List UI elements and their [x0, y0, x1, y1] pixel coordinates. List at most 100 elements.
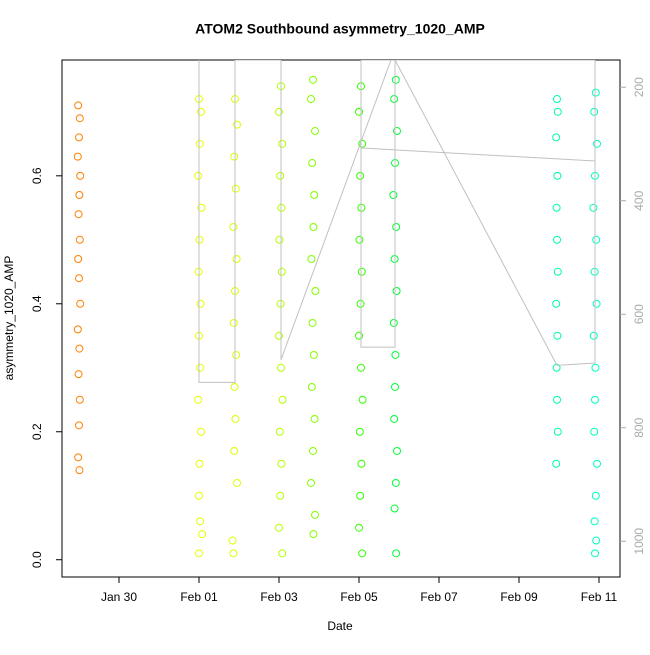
point: [390, 504, 399, 513]
point: [358, 395, 367, 404]
point: [356, 171, 365, 180]
point: [228, 536, 237, 545]
point: [391, 382, 399, 391]
point: [358, 549, 367, 558]
point: [198, 530, 207, 539]
point: [308, 159, 317, 168]
point: [195, 139, 204, 148]
point: [230, 446, 239, 455]
point: [194, 395, 203, 404]
point: [232, 350, 241, 359]
point: [390, 95, 399, 104]
point: [357, 459, 366, 468]
y2-tick-label: 600: [632, 304, 646, 324]
point: [593, 459, 601, 468]
point: [229, 549, 238, 558]
point: [195, 491, 203, 500]
x-tick-label: Feb 07: [420, 590, 458, 604]
point: [232, 254, 241, 263]
point: [75, 114, 84, 123]
x-tick-label: Feb 11: [581, 590, 618, 604]
point: [278, 139, 287, 148]
point: [196, 363, 205, 372]
point: [74, 453, 83, 462]
point: [355, 523, 363, 532]
y2-tick-label: 800: [632, 417, 646, 437]
point: [278, 395, 287, 404]
point: [308, 318, 317, 327]
point: [195, 459, 204, 468]
point: [75, 344, 84, 353]
point: [231, 414, 240, 423]
point: [277, 363, 285, 372]
point: [552, 299, 561, 308]
point: [392, 286, 401, 295]
point: [391, 478, 400, 487]
point: [592, 299, 601, 308]
point: [310, 414, 319, 423]
y-tick-label: 0.0: [30, 551, 44, 568]
point: [309, 75, 317, 84]
point: [592, 536, 601, 545]
y-tick-label: 0.4: [30, 295, 44, 312]
point: [553, 107, 562, 116]
point: [553, 427, 562, 436]
point: [311, 510, 319, 519]
point: [553, 395, 561, 404]
point: [307, 254, 316, 263]
point: [76, 171, 85, 180]
point: [195, 549, 203, 558]
point: [591, 491, 600, 500]
point: [391, 350, 400, 359]
y2-tick-label: 1000: [632, 528, 646, 555]
point: [552, 203, 561, 212]
point: [553, 171, 562, 180]
point: [553, 95, 561, 104]
point: [75, 274, 83, 283]
point: [309, 446, 317, 455]
x-tick-label: Feb 03: [260, 590, 298, 604]
point: [591, 88, 600, 97]
point: [231, 184, 240, 193]
point: [275, 427, 284, 436]
point: [275, 235, 284, 244]
y-tick-label: 0.2: [30, 423, 44, 440]
point: [590, 107, 599, 116]
point: [356, 491, 365, 500]
point: [390, 414, 399, 423]
point: [275, 331, 283, 340]
point: [275, 107, 283, 116]
point: [276, 171, 285, 180]
point: [311, 286, 320, 295]
point: [590, 517, 599, 526]
point: [74, 101, 83, 110]
point: [358, 139, 367, 148]
point: [74, 370, 83, 379]
chart-title: ATOM2 Southbound asymmetry_1020_AMP: [195, 21, 485, 37]
point: [74, 210, 83, 219]
point: [389, 318, 398, 327]
point: [355, 331, 363, 340]
point: [393, 446, 401, 455]
y2-tick-label: 200: [632, 77, 646, 97]
point: [392, 549, 401, 558]
point: [73, 325, 82, 334]
point: [389, 191, 398, 200]
point: [73, 152, 82, 161]
point: [311, 127, 319, 136]
point: [229, 223, 238, 232]
point: [592, 235, 601, 244]
point: [197, 107, 205, 116]
point: [229, 318, 238, 327]
x-tick-label: Feb 09: [500, 590, 538, 604]
point: [355, 427, 364, 436]
point: [310, 191, 319, 200]
point: [591, 363, 600, 372]
point: [75, 395, 84, 404]
point: [230, 152, 239, 161]
point: [357, 363, 365, 372]
point: [75, 235, 84, 244]
point: [307, 478, 315, 487]
point: [278, 549, 287, 558]
point: [307, 95, 315, 104]
